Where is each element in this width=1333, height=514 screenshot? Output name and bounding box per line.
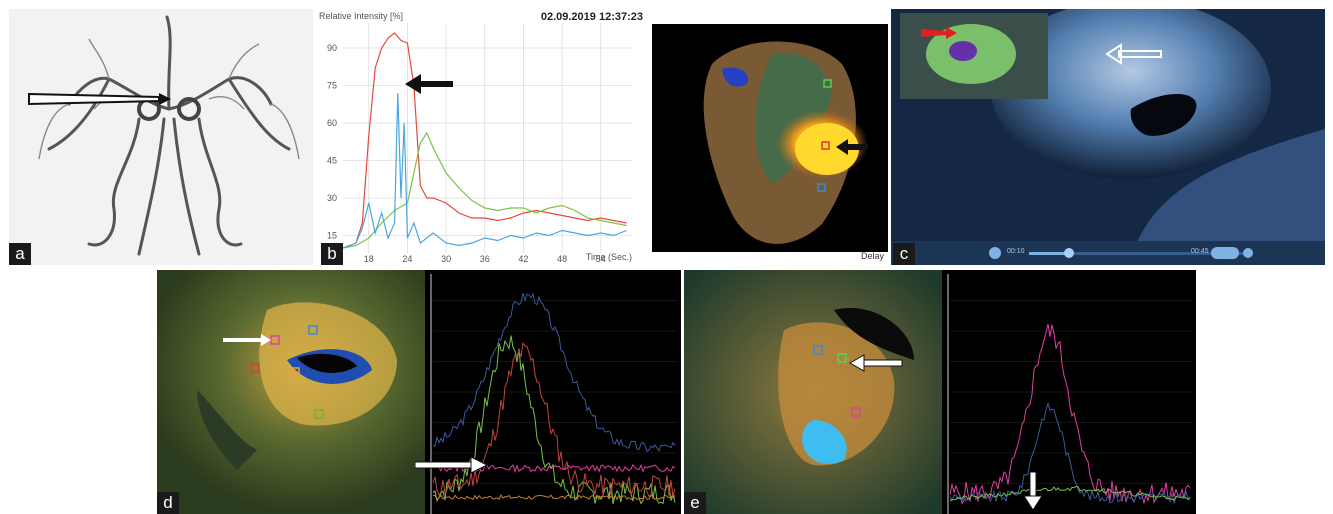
vessel-tree-graphic — [28, 15, 300, 256]
panel-label-e: e — [684, 492, 706, 514]
series-line-0 — [342, 32, 627, 249]
panel-e-map — [684, 270, 942, 514]
series-line-1 — [949, 401, 1191, 505]
y-tick-label: 75 — [327, 81, 337, 91]
black-arrow-icon — [405, 74, 453, 94]
white-arrow-icon — [223, 334, 271, 346]
white-outline-down-arrow-icon — [1023, 471, 1043, 511]
panel-label-d: d — [157, 492, 179, 514]
panel-b: Relative Intensity [%] Time (Sec.) 15 30 4… — [313, 9, 888, 265]
x-tick-label: 24 — [402, 254, 412, 264]
chart-series — [342, 32, 627, 249]
settings-icon — [1243, 248, 1253, 258]
toggle-icon — [1211, 247, 1239, 259]
panel-d-chart — [427, 270, 681, 514]
white-outline-arrow-icon — [415, 456, 489, 474]
white-outline-arrow-icon — [1105, 43, 1162, 65]
panel-e-chart — [944, 270, 1196, 514]
intensity-line-chart: Relative Intensity [%] Time (Sec.) 15 30 4… — [319, 11, 633, 264]
y-tick-label: 90 — [327, 43, 337, 53]
panel-a-angiogram: a — [9, 9, 313, 265]
series-line-0 — [432, 292, 676, 453]
panel-d: d — [157, 270, 681, 514]
chart-gridlines — [343, 23, 633, 253]
x-tick-label: 36 — [480, 254, 490, 264]
x-tick-label: 30 — [441, 254, 451, 264]
panel-label-a: a — [9, 243, 31, 265]
seek-handle — [1064, 248, 1074, 258]
y-tick-label: 15 — [327, 231, 337, 241]
panel-d-map — [157, 270, 425, 514]
black-arrow-icon — [28, 92, 171, 106]
time-start: 00:10 — [1007, 248, 1025, 255]
x-tick-label: 48 — [557, 254, 567, 264]
delay-caption: Delay — [860, 251, 884, 261]
chart-xlabel: Time (Sec.) — [586, 252, 632, 262]
y-tick-label: 30 — [327, 193, 337, 203]
panel-e: e — [684, 270, 1196, 514]
x-tick-label: 42 — [518, 254, 528, 264]
time-end: 00:45 — [1191, 248, 1209, 255]
x-tick-label: 54 — [596, 254, 606, 264]
series-line-0 — [949, 323, 1191, 505]
panel-label-b: b — [321, 243, 343, 265]
delay-map — [652, 24, 888, 252]
series-line-2 — [949, 486, 1191, 502]
y-tick-label: 45 — [327, 156, 337, 166]
chart-ylabel: Relative Intensity [%] — [319, 11, 403, 21]
panel-c-video: 00:10 00:45 c — [891, 9, 1325, 265]
series-line-2 — [342, 92, 627, 249]
series-line-2 — [432, 341, 676, 498]
series-line-4 — [432, 493, 676, 501]
black-arrow-icon — [836, 139, 868, 155]
play-icon — [989, 247, 1001, 259]
chart-tick-labels: 15 30 45 60 75 90 18 24 30 36 42 48 54 — [327, 43, 606, 264]
panel-label-c: c — [893, 243, 915, 265]
y-tick-label: 60 — [327, 118, 337, 128]
white-outline-arrow-icon — [848, 354, 903, 372]
timestamp: 02.09.2019 12:37:23 — [540, 11, 643, 23]
x-tick-label: 18 — [364, 254, 374, 264]
